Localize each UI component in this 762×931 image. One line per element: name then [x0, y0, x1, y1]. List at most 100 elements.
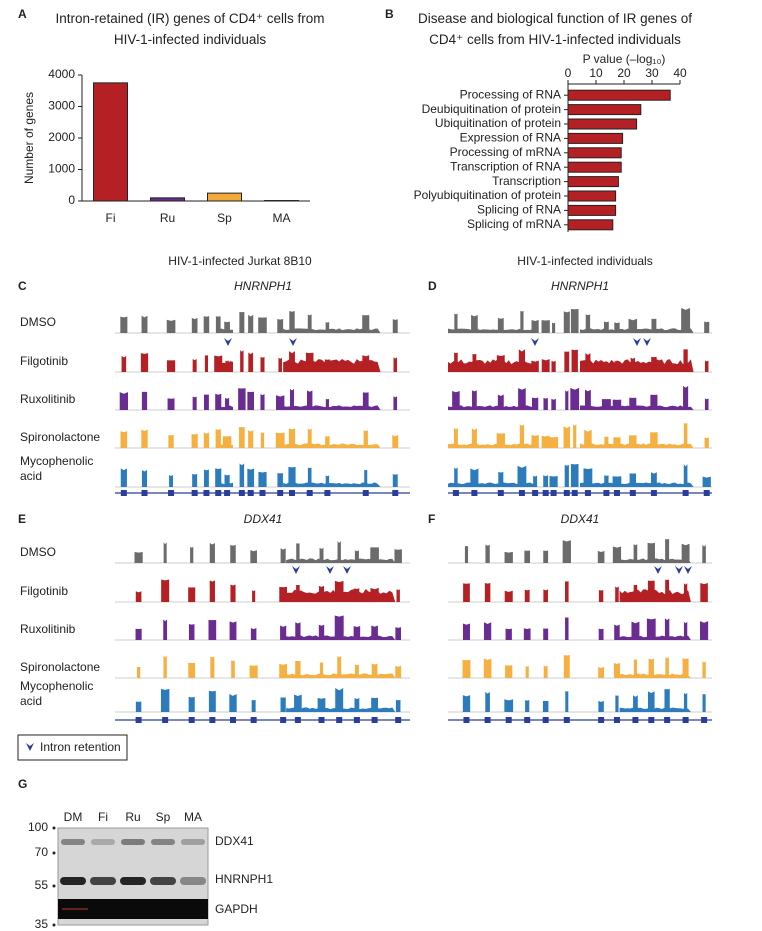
gene-exon [120, 490, 127, 496]
gene-exon [395, 717, 402, 723]
band-ddx41 [181, 839, 205, 845]
gene-exon [191, 490, 198, 496]
track-label: DMSO [20, 315, 56, 329]
gene-name: HNRNPH1 [551, 279, 609, 293]
bar [567, 176, 619, 188]
gene-exon [247, 490, 254, 496]
gene-exon [336, 717, 343, 723]
y-tick-label: 4000 [48, 67, 75, 81]
gene-exon [571, 490, 578, 496]
y-tick-label: 2000 [48, 130, 75, 144]
lane-label: MA [184, 810, 202, 824]
section-header: HIV-1-infected Jurkat 8B10 [168, 254, 312, 268]
y-tick-label: 1000 [48, 162, 75, 176]
bar [567, 190, 617, 202]
x-axis-label: P value (–log₁₀) [583, 52, 666, 66]
gene-exon [277, 490, 284, 496]
coverage [448, 463, 711, 487]
gene-exon [392, 490, 399, 496]
track-label: Spironolactone [20, 430, 100, 444]
marker-dot [52, 923, 56, 927]
band-hnrnph1 [150, 877, 176, 885]
gene-exon [632, 717, 639, 723]
lane-label: Sp [156, 810, 171, 824]
panel-letter: F [428, 512, 435, 526]
gene-name: DDX41 [561, 512, 600, 526]
coverage [120, 310, 398, 333]
y-tick-label: Transcription of RNA [450, 159, 561, 173]
section-header: HIV-1-infected individuals [517, 254, 652, 268]
gene-exon [280, 717, 287, 723]
bar [567, 161, 622, 173]
panel-letter: A [18, 7, 27, 21]
x-tick-label: Ru [160, 211, 175, 225]
x-tick-label: Sp [217, 211, 232, 225]
gene-exon [542, 717, 549, 723]
y-tick-label: Transcription [492, 174, 561, 188]
gene-exon [613, 717, 620, 723]
panel-letter: G [18, 777, 27, 791]
gene-exon [613, 490, 620, 496]
y-tick-label: Splicing of mRNA [467, 217, 561, 231]
panel-a-title: Intron-retained (IR) genes of CD4⁺ cells… [55, 11, 325, 47]
coverage [120, 463, 398, 487]
gene-exon [289, 490, 295, 496]
track-label: Mycophenolic [20, 679, 93, 693]
bar [567, 219, 614, 231]
y-tick-label: Processing of mRNA [450, 145, 561, 159]
track-label: Ruxolitinib [20, 622, 76, 636]
track-label: DMSO [20, 545, 56, 559]
gene-exon [230, 717, 236, 723]
x-tick-label: 10 [589, 66, 603, 80]
coverage [120, 427, 399, 448]
band-hnrnph1 [180, 877, 206, 885]
track-label: Filgotinib [20, 354, 68, 368]
y-tick-label: Processing of RNA [460, 87, 561, 101]
track-label: Ruxolitinib [20, 392, 76, 406]
gene-exon [682, 490, 689, 496]
y-axis-label: Number of genes [22, 92, 36, 184]
gene-exon [664, 717, 671, 723]
coverage [463, 579, 708, 602]
bar [567, 132, 624, 144]
gene-exon [141, 490, 148, 496]
x-tick-label: 30 [645, 66, 659, 80]
band-ddx41 [91, 839, 115, 845]
gene-exon [238, 490, 245, 496]
track-label: acid [20, 469, 42, 483]
track-label: Spironolactone [20, 660, 100, 674]
gene-exon [629, 490, 636, 496]
gene-exon [542, 490, 549, 496]
panel-letter: C [18, 279, 27, 293]
gene-exon [259, 490, 266, 496]
gene-exon [484, 717, 491, 723]
y-tick-label: Expression of RNA [460, 131, 561, 145]
coverage [462, 655, 706, 678]
x-tick-label: 0 [565, 66, 572, 80]
gene-exon [648, 717, 655, 723]
x-tick-label: 20 [617, 66, 631, 80]
coverage [134, 541, 402, 563]
marker-label: 55 [35, 878, 49, 892]
gene-exon [598, 717, 605, 723]
gene-exon [215, 490, 222, 496]
panel-letter: E [18, 512, 26, 526]
track-label: Mycophenolic [20, 454, 93, 468]
gene-exon [318, 717, 325, 723]
gene-exon [168, 490, 175, 496]
gene-exon [188, 717, 195, 723]
gene-exon [362, 490, 369, 496]
band-hnrnph1 [60, 877, 86, 885]
lane-label: DM [64, 810, 83, 824]
coverage [462, 617, 709, 640]
coverage [135, 579, 400, 602]
gene-exon [703, 490, 710, 496]
coverage [136, 655, 402, 678]
gene-exon [224, 490, 231, 496]
y-tick-label: 0 [68, 193, 75, 207]
marker-label: 70 [35, 845, 49, 859]
bar [567, 118, 638, 130]
band-gapdh [58, 899, 208, 919]
band-ddx41 [121, 839, 145, 845]
